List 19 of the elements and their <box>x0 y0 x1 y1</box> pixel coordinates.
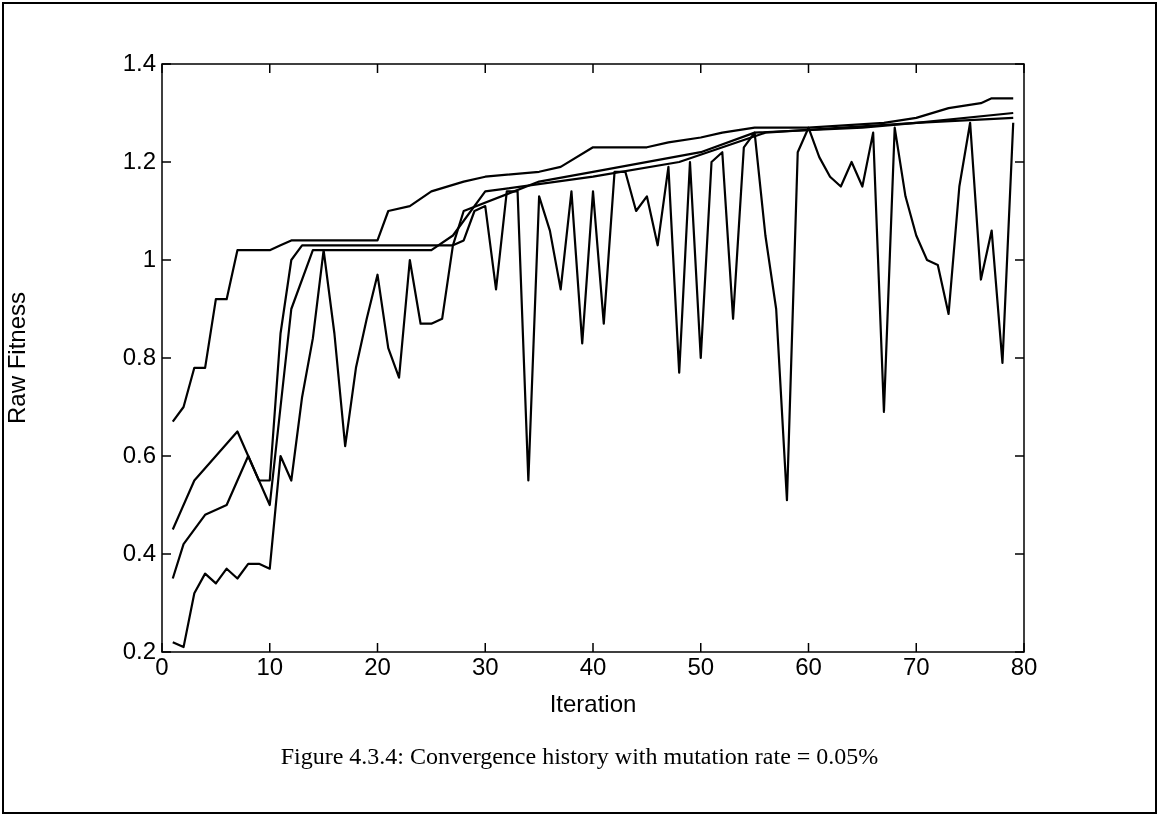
y-axis-title: Raw Fitness <box>3 291 31 425</box>
y-tick-label: 1 <box>142 244 156 272</box>
y-tick-label: 1.4 <box>122 48 156 76</box>
x-tick-label: 50 <box>687 653 715 681</box>
y-tick-label: 0.2 <box>122 636 156 664</box>
x-tick-label: 20 <box>364 653 391 681</box>
x-tick-label: 30 <box>471 653 499 681</box>
y-tick-label: 1.2 <box>122 146 156 174</box>
x-tick-label: 80 <box>1010 653 1038 681</box>
y-tick-label: 0.8 <box>122 342 156 370</box>
y-tick-label: 0.6 <box>122 440 156 468</box>
x-axis-title: Iteration <box>549 690 637 718</box>
x-tick-label: 0 <box>155 653 169 681</box>
x-tick-label: 60 <box>795 653 822 681</box>
x-tick-label: 40 <box>579 653 607 681</box>
y-tick-label: 0.4 <box>122 538 156 566</box>
x-tick-label: 10 <box>256 653 284 681</box>
x-tick-label: 70 <box>902 653 930 681</box>
caption: Figure 4.3.4: Convergence history with mutation rate = 0.05% <box>279 743 880 770</box>
